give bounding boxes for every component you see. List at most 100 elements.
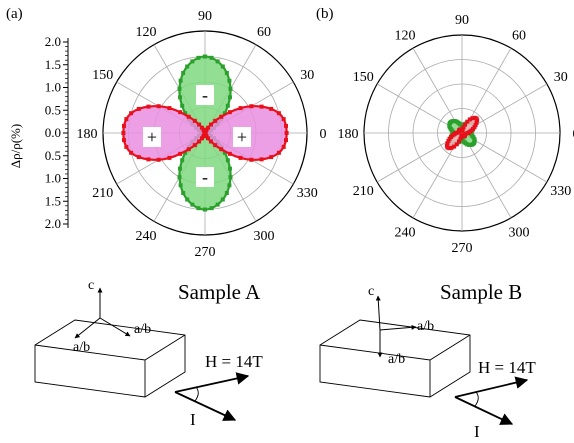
a-series-0-point [203, 207, 207, 212]
a-series-0-point [183, 150, 188, 155]
a-series-0-point [227, 95, 232, 100]
a-angle-tick-0: 0 [320, 127, 327, 142]
b-angle-tick-300: 300 [509, 226, 530, 241]
b-series-1-point [470, 116, 475, 121]
a-angle-tick-90: 90 [198, 9, 212, 24]
sample-b-ab-label-1: a/b [417, 319, 435, 334]
a-series-0-point [227, 183, 232, 188]
a-series-1-point [186, 147, 191, 152]
a-series-0-point [215, 59, 220, 64]
a-series-0-point [224, 190, 229, 195]
lobe-sign-bg-3 [233, 127, 251, 147]
a-series-1-point [124, 117, 129, 122]
a-series-1-point [197, 139, 202, 144]
lobe-sign-0: - [202, 85, 208, 105]
sample-b-box [319, 319, 471, 398]
a-series-1-point [238, 155, 243, 160]
a-series-0-point [227, 78, 232, 83]
b-series-1-point [464, 131, 469, 136]
sample-a-field-label: H = 14T [205, 352, 263, 371]
sample-a-ab-label-1: a/b [134, 322, 152, 337]
a-series-1-point [121, 131, 126, 135]
a-series-0-point [227, 166, 232, 171]
b-angle-tick-270: 270 [452, 241, 473, 256]
b-spoke-120 [412, 47, 463, 134]
a-series-0-point [180, 158, 185, 163]
b-series-1-point [472, 125, 477, 130]
b-angle-tick-180: 180 [338, 127, 359, 142]
a-series-1-point [276, 150, 281, 155]
a-series-1-point [227, 110, 232, 115]
b-series-1-point [454, 142, 459, 147]
sample-b-diagram [319, 295, 529, 425]
sample-a-ab-label-2: a/b [73, 340, 91, 355]
b-series-1-point [456, 139, 461, 144]
a-angle-tick-30: 30 [300, 68, 314, 83]
a-series-0-point [196, 55, 201, 60]
radial-tick-label-8: 2.0 [45, 216, 61, 231]
polar-chart-b: 0 30 60 90 120 150 180 210 240 270 300 330 [338, 13, 574, 256]
lobe-sign-3: + [237, 127, 247, 147]
a-series-0-point [215, 202, 220, 207]
a-angle-tick-120: 120 [136, 25, 157, 40]
a-angle-tick-180: 180 [77, 127, 98, 142]
b-angle-tick-90: 90 [455, 13, 469, 28]
sample-a-box-edges [34, 334, 186, 397]
sample-a-field-arrow [174, 372, 250, 393]
a-series-1-point [219, 147, 224, 152]
a-series-1-point [136, 155, 141, 160]
a-series-1-point [129, 111, 134, 116]
a-series-0-point [178, 95, 183, 100]
sample-a-box [34, 319, 186, 398]
a-angle-tick-150: 150 [92, 68, 113, 83]
a-series-0-point [190, 59, 195, 64]
a-series-0-point [177, 86, 182, 91]
a-series-0-point [224, 71, 229, 76]
a-series-1-point [206, 125, 211, 130]
a-series-1-point [199, 136, 204, 141]
b-series-0-point [469, 131, 474, 136]
a-series-1-point [156, 104, 161, 109]
b-series-1-point [473, 123, 478, 128]
sample-a-current-label: I [190, 410, 196, 429]
b-series-1-point [467, 117, 472, 122]
a-series-0-point [220, 197, 225, 202]
a-series-0-point [203, 54, 207, 59]
a-series-1-point [227, 151, 232, 156]
a-series-1-point [121, 123, 126, 128]
a-series-1-point [136, 106, 141, 111]
a-series-1-point [238, 106, 243, 111]
a-series-1-point [199, 125, 204, 130]
b-series-1-point [447, 146, 452, 151]
a-series-1-point [192, 143, 197, 148]
sample-b-ab-label-2: a/b [388, 352, 406, 367]
a-series-1-point [146, 157, 151, 162]
a-series-0-point [185, 197, 190, 202]
sample-a-ab-arrow-2 [74, 317, 101, 339]
a-series-0-point [185, 64, 190, 69]
a-series-1-point [206, 136, 211, 141]
a-series-0-point [225, 158, 230, 163]
a-series-1-point [281, 144, 286, 149]
a-series-0-point [222, 111, 227, 116]
radial-tick-label-0: 2.0 [45, 34, 61, 49]
b-angle-tick-240: 240 [395, 226, 416, 241]
sample-b-current-label: I [474, 422, 480, 441]
a-series-1-point [276, 111, 281, 116]
a-series-0-point [178, 166, 183, 171]
a-series-1-point [201, 127, 206, 132]
a-series-1-point [178, 110, 183, 115]
radial-tick-label-4: 0.0 [45, 125, 61, 140]
sample-b-field-arrow [454, 376, 529, 398]
a-angle-tick-270: 270 [195, 245, 216, 260]
radial-tick-label-6: 1.0 [45, 171, 61, 186]
a-angle-tick-240: 240 [136, 229, 157, 244]
b-angle-tick-60: 60 [512, 28, 526, 43]
a-series-1-point [249, 104, 254, 109]
a-series-1-point [269, 106, 274, 111]
a-series-1-point [129, 150, 134, 155]
a-series-1-point [192, 118, 197, 123]
a-series-1-point [167, 106, 172, 111]
a-series-0-point [183, 111, 188, 116]
